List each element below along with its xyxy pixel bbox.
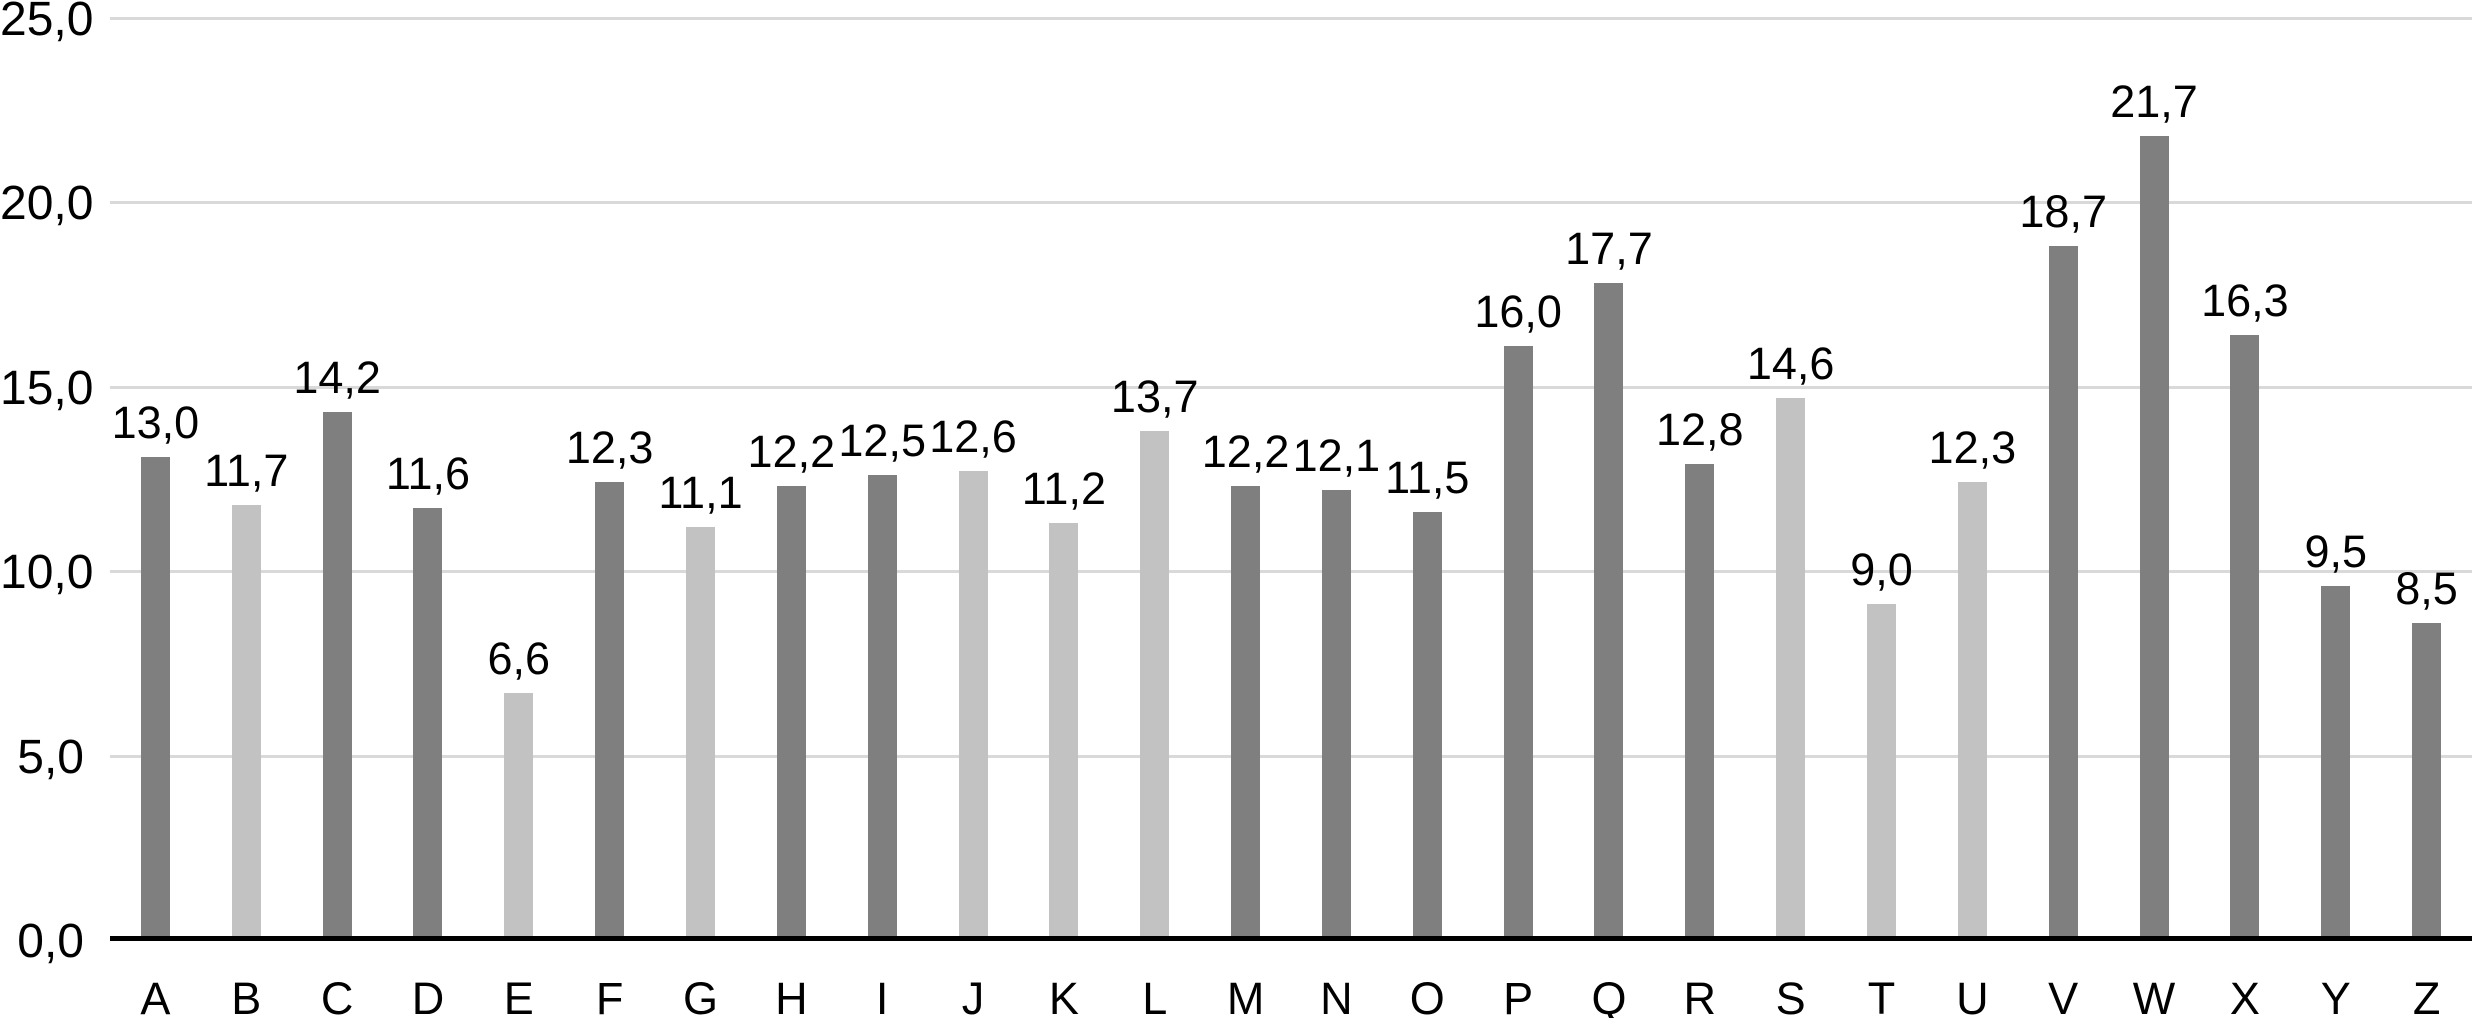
bar-Z: [2412, 623, 2441, 936]
x-axis-category-label: H: [775, 973, 808, 1018]
x-axis-category-label: S: [1775, 973, 1806, 1018]
bar-value-label: 12,6: [929, 411, 1017, 462]
y-axis-tick-label: 20,0: [0, 177, 94, 231]
bar-F: [595, 482, 624, 936]
y-axis-tick-label: 15,0: [0, 361, 94, 415]
x-axis-category-label: N: [1320, 973, 1353, 1018]
bar-value-label: 9,0: [1850, 544, 1913, 595]
x-axis-category-label: E: [503, 973, 534, 1018]
x-axis-category-label: L: [1142, 973, 1168, 1018]
x-axis-category-label: O: [1409, 973, 1445, 1018]
gridline-20,0: [110, 201, 2472, 205]
bar-value-label: 9,5: [2304, 526, 2367, 577]
bar-value-label: 17,7: [1565, 223, 1653, 274]
x-axis-category-label: G: [682, 973, 719, 1018]
bar-value-label: 13,7: [1110, 371, 1199, 422]
bar-value-label: 6,6: [487, 633, 551, 684]
bar-value-label: 12,2: [1201, 426, 1290, 477]
bar-K: [1049, 523, 1078, 936]
bar-X: [2230, 335, 2259, 936]
bar-value-label: 16,0: [1474, 286, 1562, 337]
x-axis-category-label: P: [1503, 973, 1534, 1018]
bar-S: [1776, 398, 1805, 936]
bar-value-label: 11,6: [385, 448, 471, 499]
x-axis-category-label: K: [1048, 973, 1079, 1018]
bar-value-label: 12,3: [565, 422, 654, 473]
x-axis-category-label: Y: [2320, 973, 2351, 1018]
bar-value-label: 11,2: [1021, 463, 1106, 514]
x-axis-category-label: T: [1867, 973, 1896, 1018]
y-axis-tick-label: 5,0: [17, 730, 84, 784]
x-axis-category-label: Q: [1591, 973, 1627, 1018]
bar-value-label: 18,7: [2019, 186, 2107, 237]
bar-value-label: 14,2: [293, 352, 381, 403]
bar-U: [1958, 482, 1987, 936]
x-axis-category-label: R: [1683, 973, 1717, 1018]
y-axis-tick-label: 10,0: [0, 546, 94, 600]
bar-value-label: 13,0: [111, 397, 200, 448]
x-axis-category-label: B: [231, 973, 262, 1018]
y-axis-tick-label: 25,0: [0, 0, 94, 46]
bar-value-label: 8,5: [2395, 563, 2458, 614]
bar-value-label: 11,1: [658, 467, 743, 518]
bar-P: [1504, 346, 1533, 936]
gridline-25,0: [110, 17, 2472, 20]
bar-V: [2049, 246, 2078, 936]
bar-L: [1140, 431, 1169, 936]
bar-value-label: 16,3: [2201, 275, 2289, 326]
bar-T: [1867, 604, 1896, 936]
bar-value-label: 11,7: [204, 445, 289, 496]
x-axis-category-label: F: [595, 973, 624, 1018]
gridline-5,0: [110, 754, 2472, 758]
bar-N: [1322, 490, 1351, 936]
x-axis-category-label: M: [1226, 973, 1265, 1018]
x-axis-category-label: J: [961, 973, 985, 1018]
x-axis-category-label: Z: [2412, 973, 2441, 1018]
bar-J: [959, 471, 988, 936]
x-axis-category-label: U: [1956, 973, 1989, 1018]
bar-value-label: 21,7: [2110, 76, 2198, 127]
bar-M: [1231, 486, 1260, 936]
bar-value-label: 12,3: [1928, 422, 2017, 473]
x-axis-category-label: A: [140, 973, 171, 1018]
bar-value-label: 14,6: [1746, 338, 1835, 389]
bar-value-label: 11,5: [1385, 452, 1470, 503]
bar-Y: [2321, 586, 2350, 936]
x-axis-category-label: C: [320, 973, 354, 1018]
bar-B: [232, 505, 261, 936]
x-axis-category-label: X: [2229, 973, 2260, 1018]
x-axis-category-label: V: [2048, 973, 2079, 1018]
x-axis-category-label: D: [411, 973, 445, 1018]
bar-H: [777, 486, 806, 936]
gridline-10,0: [110, 570, 2472, 574]
bar-A: [141, 457, 170, 936]
bar-C: [323, 412, 352, 936]
bar-D: [413, 508, 442, 936]
gridline-15,0: [110, 385, 2472, 389]
bar-W: [2140, 136, 2169, 936]
bar-value-label: 12,2: [747, 426, 836, 477]
x-axis-category-label: W: [2132, 973, 2176, 1018]
bar-Q: [1594, 283, 1623, 936]
bar-R: [1685, 464, 1714, 936]
bar-G: [686, 527, 715, 936]
bar-value-label: 12,1: [1292, 430, 1381, 481]
bar-O: [1413, 512, 1442, 936]
bar-E: [504, 693, 533, 936]
x-axis-category-label: I: [875, 973, 889, 1018]
bar-value-label: 12,5: [838, 415, 926, 466]
bar-value-label: 12,8: [1656, 404, 1744, 455]
x-axis-line: [110, 936, 2472, 941]
bar-I: [868, 475, 897, 936]
y-axis-tick-label: 0,0: [17, 915, 84, 968]
